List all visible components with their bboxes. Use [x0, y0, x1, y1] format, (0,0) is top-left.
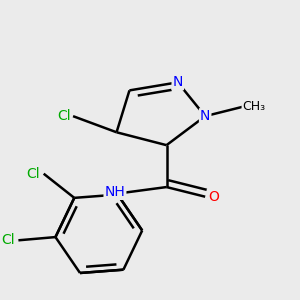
Text: NH: NH	[105, 185, 125, 199]
Text: CH₃: CH₃	[243, 100, 266, 113]
Text: Cl: Cl	[27, 167, 40, 181]
Text: N: N	[200, 109, 210, 123]
Text: Cl: Cl	[57, 109, 71, 123]
Text: N: N	[172, 75, 183, 89]
Text: Cl: Cl	[1, 233, 15, 247]
Text: O: O	[208, 190, 219, 204]
